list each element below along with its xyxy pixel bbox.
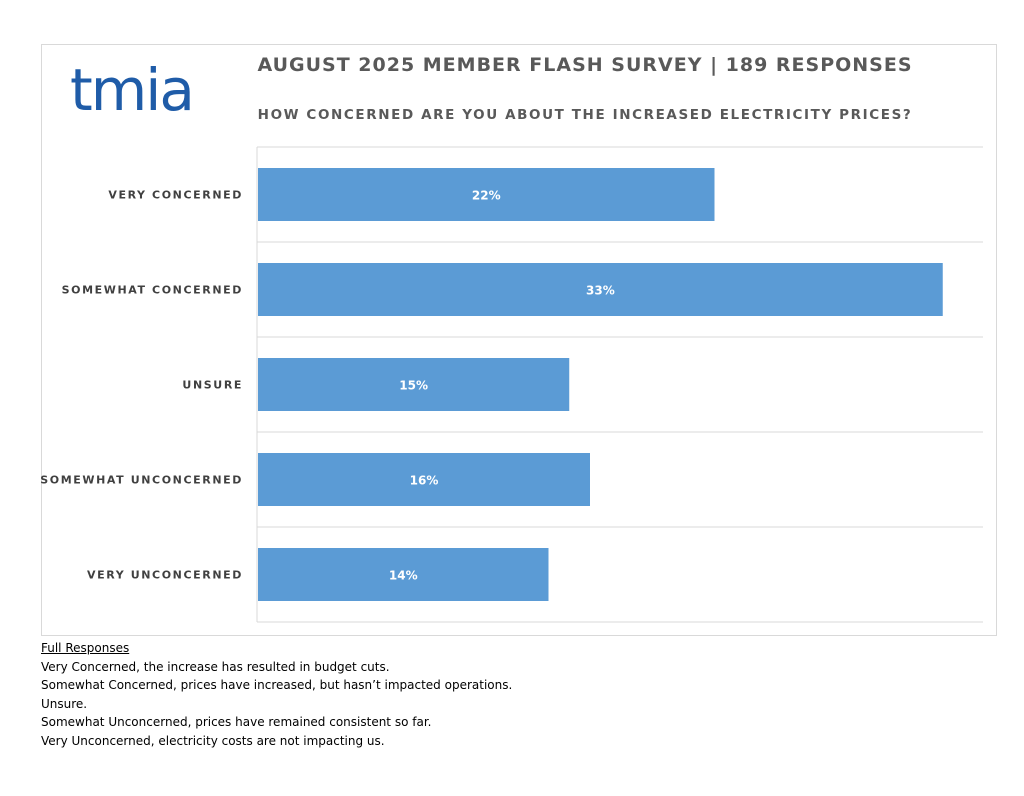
notes-line: Very Unconcerned, electricity costs are …	[41, 733, 385, 748]
tmia-logo: tmia	[70, 62, 195, 118]
notes-line: Somewhat Concerned, prices have increase…	[41, 678, 513, 693]
bar	[258, 358, 570, 411]
notes-line: Unsure.	[41, 696, 88, 711]
category-label: SOMEWHAT CONCERNED	[62, 284, 243, 297]
data-label: 14%	[389, 569, 418, 583]
bar	[258, 548, 549, 601]
category-label: VERY UNCONCERNED	[87, 569, 243, 582]
notes-line: Somewhat Unconcerned, prices have remain…	[41, 715, 432, 730]
data-label: 16%	[410, 474, 439, 488]
bar	[258, 453, 590, 506]
data-label: 22%	[472, 189, 501, 203]
category-label: VERY CONCERNED	[108, 189, 243, 202]
chart-title: AUGUST 2025 MEMBER FLASH SURVEY | 189 RE…	[257, 54, 913, 76]
data-label: 33%	[586, 284, 615, 298]
data-label: 15%	[399, 379, 428, 393]
full-responses-notes: Full Responses Very Concerned, the incre…	[41, 639, 512, 751]
bar	[258, 168, 715, 221]
notes-line: Very Concerned, the increase has resulte…	[41, 659, 390, 674]
notes-heading: Full Responses	[41, 641, 130, 655]
bar	[258, 263, 943, 316]
logo-text: tmia	[70, 62, 193, 118]
category-label: SOMEWHAT UNCONCERNED	[40, 474, 243, 487]
bar-chart: VERY CONCERNED 22% SOMEWHAT CONCERNED 33% UN…	[40, 146, 983, 623]
chart-subtitle: HOW CONCERNED ARE YOU ABOUT THE INCREASE…	[257, 107, 913, 123]
chart-frame	[41, 44, 997, 636]
category-label: UNSURE	[182, 379, 243, 392]
